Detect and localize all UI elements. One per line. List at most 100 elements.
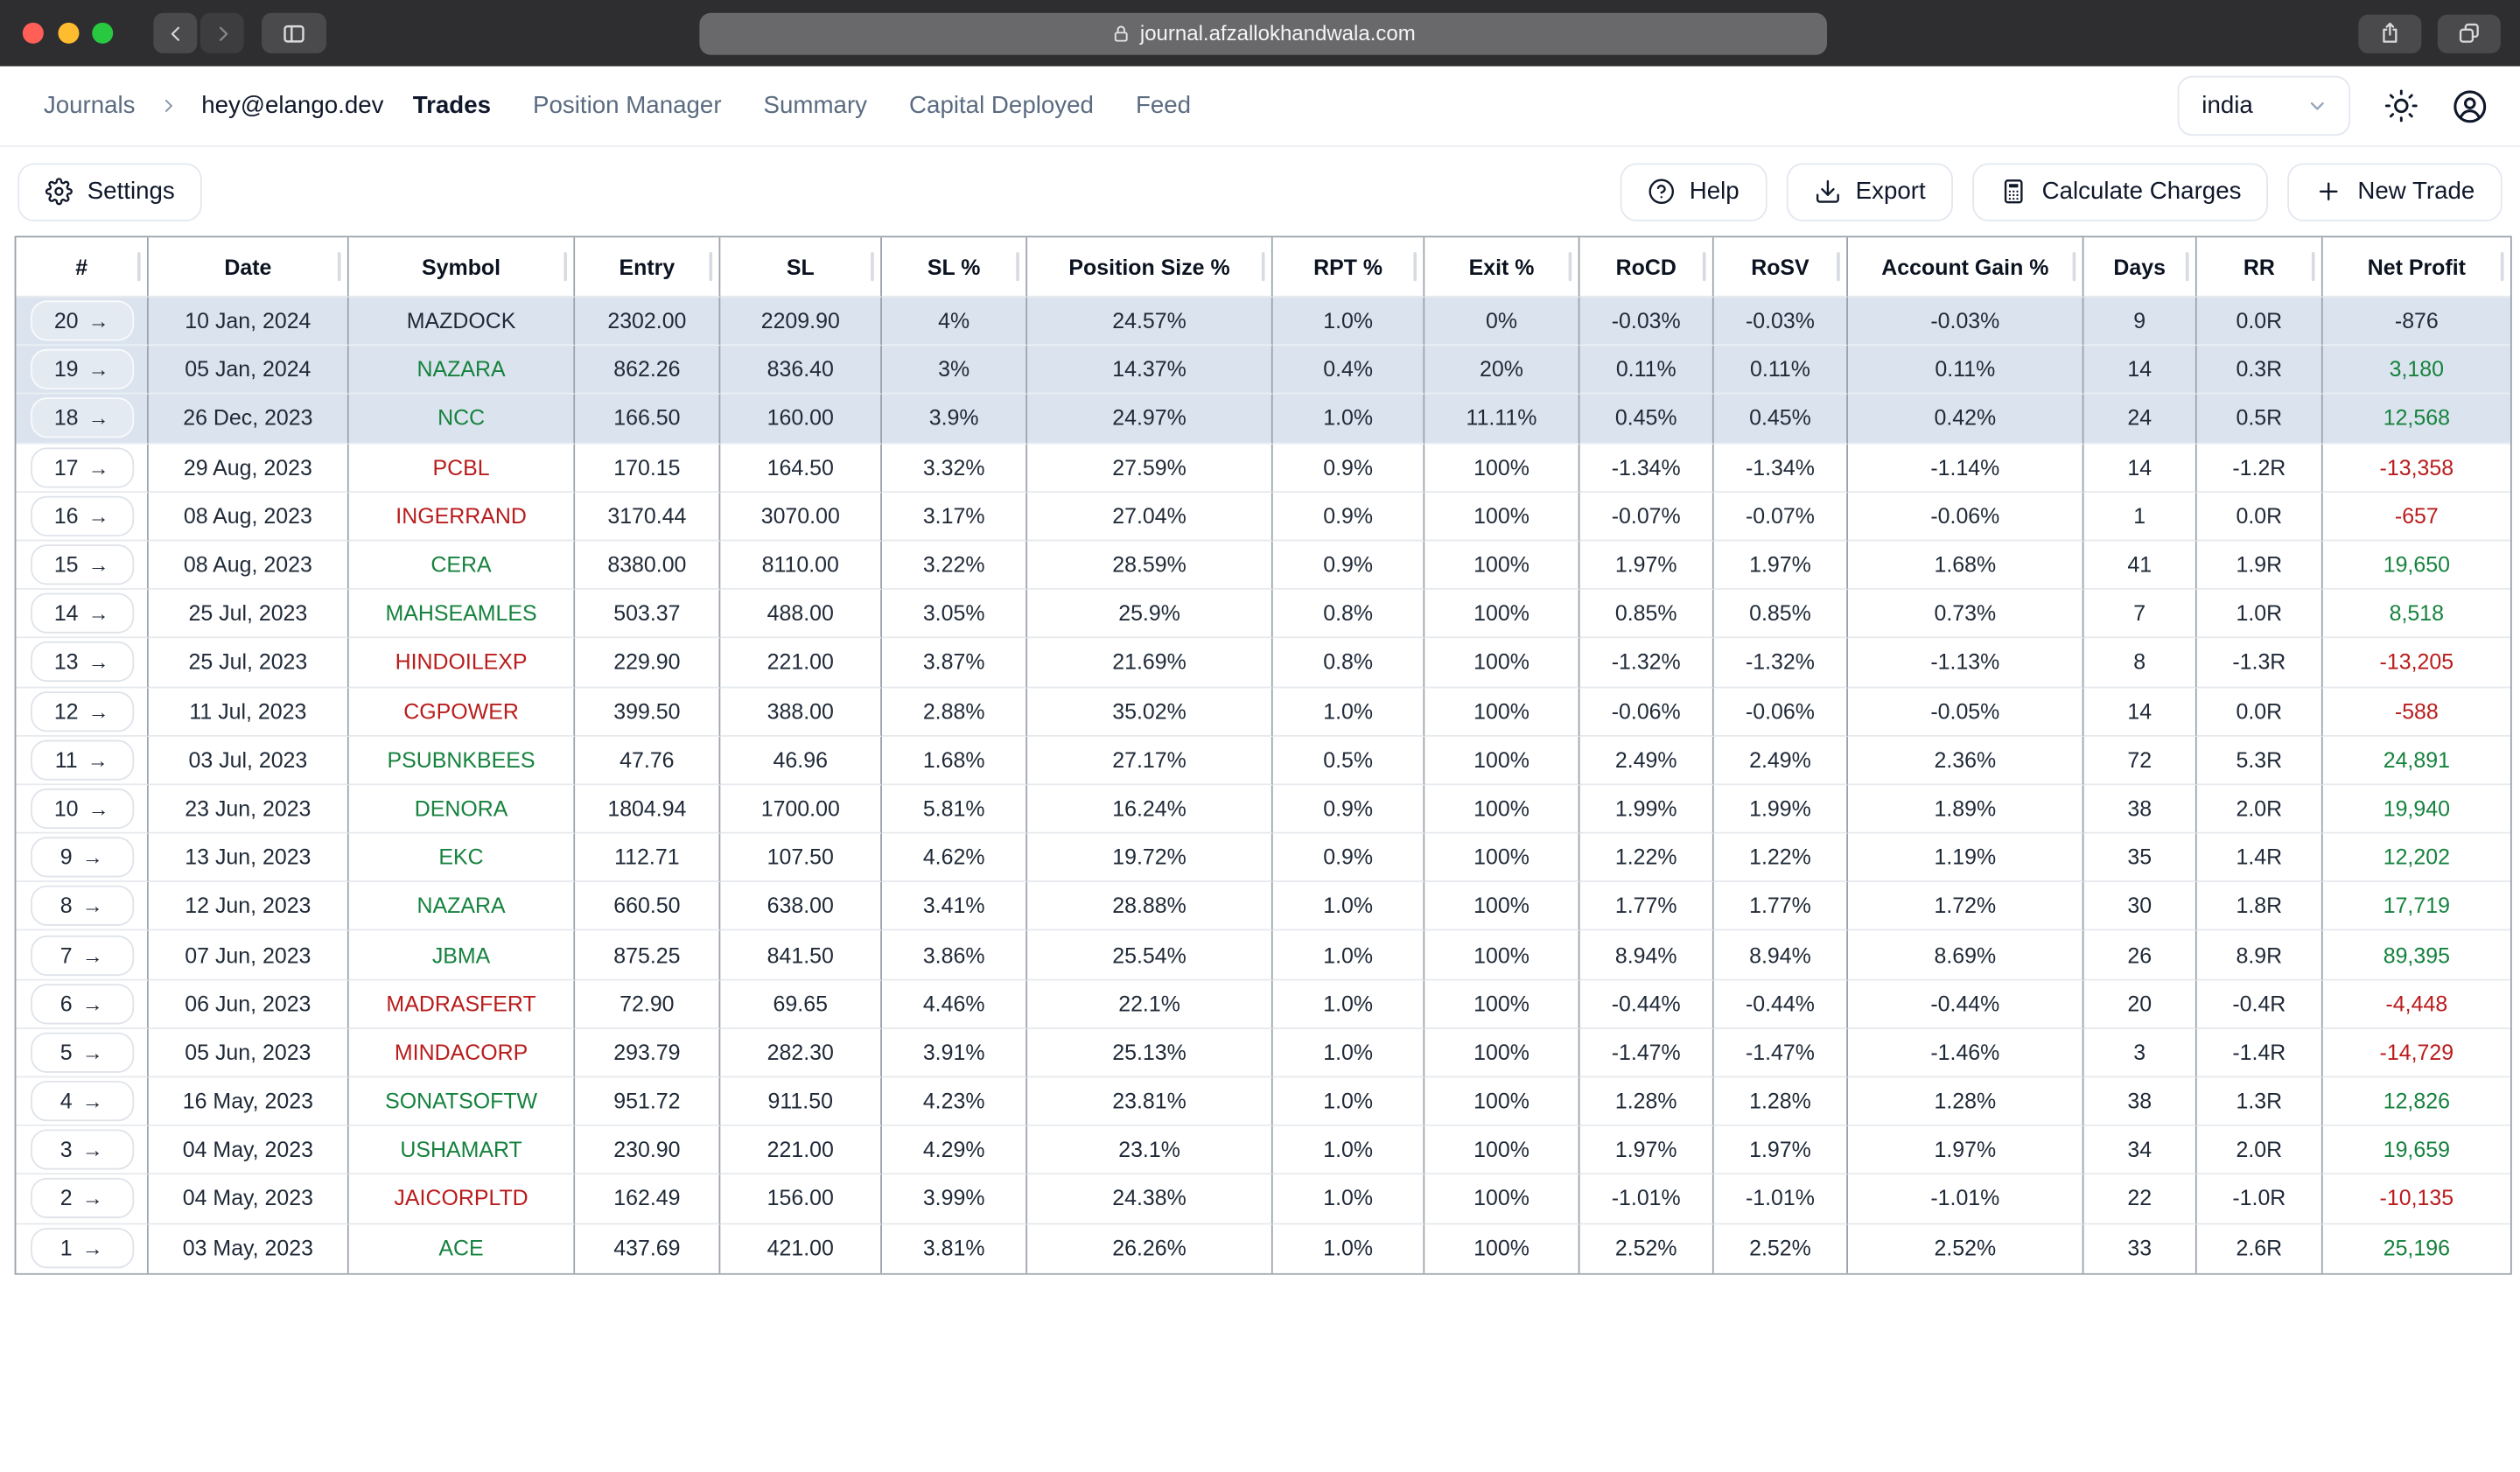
share-button[interactable]	[2358, 13, 2422, 53]
minimize-window-button[interactable]	[57, 22, 79, 44]
column-header-rocd[interactable]: RoCD	[1579, 237, 1714, 298]
open-trade-pill[interactable]: 3 →	[30, 1129, 134, 1171]
cell-net-profit: 19,650	[2322, 541, 2510, 591]
table-row[interactable]: 9 → 13 Jun, 2023 EKC 112.71 107.50 4.62% 19.72%…	[16, 833, 2510, 883]
open-trade-pill[interactable]: 4 →	[30, 1081, 134, 1122]
open-trade-pill[interactable]: 10 →	[30, 788, 134, 830]
close-window-button[interactable]	[22, 22, 44, 44]
account-menu-button[interactable]	[2452, 88, 2488, 124]
open-trade-pill[interactable]: 8 →	[30, 886, 134, 927]
table-row[interactable]: 5 → 05 Jun, 2023 MINDACORP 293.79 282.30 3.91%…	[16, 1028, 2510, 1078]
theme-toggle-button[interactable]	[2384, 89, 2418, 123]
tab-summary[interactable]: Summary	[763, 92, 868, 120]
table-row[interactable]: 13 → 25 Jul, 2023 HINDOILEXP 229.90 221.00 3.8…	[16, 638, 2510, 688]
column-header-date[interactable]: Date	[148, 237, 349, 298]
table-row[interactable]: 19 → 05 Jan, 2024 NAZARA 862.26 836.40 3% 14.37…	[16, 346, 2510, 396]
open-trade-pill[interactable]: 5 →	[30, 1032, 134, 1073]
open-trade-pill[interactable]: 7 →	[30, 935, 134, 976]
open-trade-pill[interactable]: 2 →	[30, 1178, 134, 1219]
column-header-net-profit[interactable]: Net Profit	[2322, 237, 2510, 298]
column-header-rr[interactable]: RR	[2196, 237, 2323, 298]
open-trade-pill[interactable]: 1 →	[30, 1228, 134, 1269]
browser-forward-button[interactable]	[200, 12, 244, 53]
new-trade-button[interactable]: New Trade	[2287, 162, 2502, 221]
table-row[interactable]: 8 → 12 Jun, 2023 NAZARA 660.50 638.00 3.41% 28.…	[16, 882, 2510, 932]
open-trade-pill[interactable]: 17 →	[30, 446, 134, 487]
cell-net-profit: -13,358	[2322, 443, 2510, 493]
column-header-sl-pct[interactable]: SL %	[882, 237, 1028, 298]
table-row[interactable]: 12 → 11 Jul, 2023 CGPOWER 399.50 388.00 2.88% 3…	[16, 687, 2510, 737]
cell-date: 11 Jul, 2023	[148, 687, 349, 737]
cell-exit: 100%	[1424, 541, 1580, 591]
open-trade-pill[interactable]: 6 →	[30, 983, 134, 1024]
breadcrumb-journals-link[interactable]: Journals	[43, 92, 136, 120]
column-header-entry[interactable]: Entry	[575, 237, 721, 298]
cell-sl: 421.00	[720, 1223, 882, 1273]
column-header-sl[interactable]: SL	[720, 237, 882, 298]
cell-rosv: 1.22%	[1713, 833, 1848, 883]
export-button[interactable]: Export	[1786, 162, 1954, 221]
settings-button-label: Settings	[87, 178, 175, 206]
open-trade-pill[interactable]: 14 →	[30, 592, 134, 634]
address-bar[interactable]: journal.afzallokhandwala.com	[699, 11, 1827, 54]
share-icon	[2383, 22, 2398, 43]
column-header-position-size[interactable]: Position Size %	[1027, 237, 1273, 298]
browser-back-button[interactable]	[153, 12, 198, 53]
table-row[interactable]: 14 → 25 Jul, 2023 MAHSEAMLES 503.37 488.00 3.0…	[16, 590, 2510, 639]
sidebar-toggle-button[interactable]	[262, 12, 326, 53]
settings-button[interactable]: Settings	[18, 162, 203, 221]
cell-account-gain: 1.97%	[1848, 1126, 2084, 1175]
cell-days: 30	[2083, 882, 2197, 932]
help-button[interactable]: Help	[1620, 162, 1768, 221]
cell-entry: 112.71	[575, 833, 721, 883]
table-row[interactable]: 11 → 03 Jul, 2023 PSUBNKBEES 47.76 46.96 1.68%…	[16, 736, 2510, 785]
cell-rosv: -1.01%	[1713, 1174, 1848, 1224]
tab-trades[interactable]: Trades	[412, 92, 492, 120]
table-row[interactable]: 2 → 04 May, 2023 JAICORPLTD 162.49 156.00 3.99…	[16, 1174, 2510, 1224]
tab-overview-button[interactable]	[2437, 13, 2501, 53]
open-trade-pill[interactable]: 16 →	[30, 495, 134, 536]
tab-position-manager[interactable]: Position Manager	[533, 92, 722, 120]
open-trade-pill[interactable]: 15 →	[30, 544, 134, 585]
table-row[interactable]: 10 → 23 Jun, 2023 DENORA 1804.94 1700.00 5.81%…	[16, 785, 2510, 834]
open-trade-pill[interactable]: 20 →	[30, 300, 134, 341]
column-header-account-gain[interactable]: Account Gain %	[1848, 237, 2084, 298]
arrow-right-icon: →	[81, 943, 103, 967]
table-row[interactable]: 20 → 10 Jan, 2024 MAZDOCK 2302.00 2209.90 4% 24…	[16, 297, 2510, 347]
table-row[interactable]: 3 → 04 May, 2023 USHAMART 230.90 221.00 4.29% 2…	[16, 1126, 2510, 1175]
open-trade-pill[interactable]: 18 →	[30, 398, 134, 439]
cell-entry: 660.50	[575, 882, 721, 932]
cell-rpt: 1.0%	[1272, 297, 1425, 347]
table-row[interactable]: 7 → 07 Jun, 2023 JBMA 875.25 841.50 3.86% 25.54…	[16, 931, 2510, 980]
tab-feed[interactable]: Feed	[1135, 92, 1192, 120]
table-row[interactable]: 6 → 06 Jun, 2023 MADRASFERT 72.90 69.65 4.46% 2…	[16, 979, 2510, 1029]
tab-capital-deployed[interactable]: Capital Deployed	[909, 92, 1094, 120]
net-profit-value: 19,940	[2383, 796, 2450, 821]
table-row[interactable]: 1 → 03 May, 2023 ACE 437.69 421.00 3.81% 26.26%…	[16, 1223, 2510, 1273]
table-row[interactable]: 4 → 16 May, 2023 SONATSOFTW 951.72 911.50 4.23…	[16, 1077, 2510, 1127]
calculate-charges-button[interactable]: Calculate Charges	[1972, 162, 2269, 221]
column-header-rosv[interactable]: RoSV	[1713, 237, 1848, 298]
arrow-right-icon: →	[81, 845, 103, 870]
symbol-text: INGERRAND	[396, 503, 527, 529]
region-select[interactable]: india	[2177, 75, 2351, 137]
open-trade-pill[interactable]: 9 →	[30, 837, 134, 878]
cell-rocd: -0.07%	[1579, 492, 1714, 542]
column-header-exit[interactable]: Exit %	[1424, 237, 1580, 298]
open-trade-pill[interactable]: 19 →	[30, 349, 134, 390]
cell-sl-pct: 3.32%	[882, 443, 1028, 493]
column-header-days[interactable]: Days	[2083, 237, 2197, 298]
zoom-window-button[interactable]	[92, 22, 114, 44]
trades-table: # Date Symbol Entry SL SL % Position Size % RPT…	[14, 235, 2512, 1275]
open-trade-pill[interactable]: 13 →	[30, 641, 134, 683]
trade-number: 9	[60, 845, 73, 870]
open-trade-pill[interactable]: 12 →	[30, 690, 134, 732]
column-header-num[interactable]: #	[16, 237, 149, 298]
table-row[interactable]: 16 → 08 Aug, 2023 INGERRAND 3170.44 3070.00 3.…	[16, 492, 2510, 542]
table-row[interactable]: 15 → 08 Aug, 2023 CERA 8380.00 8110.00 3.22% 28…	[16, 541, 2510, 591]
table-row[interactable]: 18 → 26 Dec, 2023 NCC 166.50 160.00 3.9% 24.97%…	[16, 395, 2510, 444]
column-header-rpt[interactable]: RPT %	[1272, 237, 1425, 298]
open-trade-pill[interactable]: 11 →	[30, 740, 134, 781]
column-header-symbol[interactable]: Symbol	[348, 237, 576, 298]
table-row[interactable]: 17 → 29 Aug, 2023 PCBL 170.15 164.50 3.32% 27.5…	[16, 443, 2510, 493]
